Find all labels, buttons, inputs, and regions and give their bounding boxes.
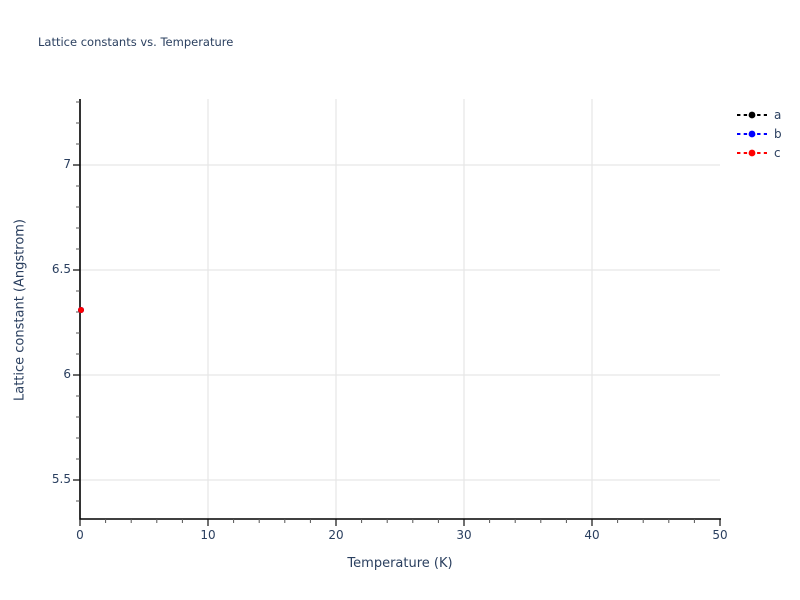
legend-item-b[interactable]: b bbox=[736, 125, 782, 143]
x-tick-label: 10 bbox=[200, 528, 216, 542]
x-major-ticks bbox=[79, 519, 721, 526]
y-major-ticks bbox=[73, 164, 80, 481]
data-point-c bbox=[78, 307, 84, 313]
x-minor-ticks bbox=[105, 519, 695, 523]
legend-label: b bbox=[774, 127, 782, 141]
x-tick-label: 40 bbox=[584, 528, 600, 542]
y-tick-label: 6.5 bbox=[51, 262, 71, 276]
legend-marker-a bbox=[748, 111, 756, 119]
legend-marker-c bbox=[748, 149, 756, 157]
x-axis-title: Temperature (K) bbox=[347, 556, 453, 571]
x-tick-label: 50 bbox=[712, 528, 728, 542]
y-axis-title: Lattice constant (Angstrom) bbox=[12, 218, 28, 402]
legend-glyph-c bbox=[737, 149, 767, 157]
x-tick-label: 20 bbox=[328, 528, 344, 542]
legend-glyph-b bbox=[737, 130, 767, 138]
x-tick-label: 30 bbox=[456, 528, 472, 542]
legend-marker-b bbox=[748, 130, 756, 138]
y-tick-label: 5.5 bbox=[51, 472, 71, 486]
y-minor-ticks bbox=[76, 101, 80, 502]
chart-title: Lattice constants vs. Temperature bbox=[38, 35, 234, 49]
x-tick-label: 0 bbox=[76, 528, 84, 542]
axis-lines bbox=[79, 99, 721, 520]
y-tick-label: 7 bbox=[63, 157, 71, 171]
horizontal-gridlines bbox=[80, 164, 720, 481]
legend-label: c bbox=[774, 146, 781, 160]
y-tick-label: 6 bbox=[63, 367, 71, 381]
legend-glyph-a bbox=[737, 111, 767, 119]
legend-label: a bbox=[774, 108, 782, 122]
vertical-gridlines bbox=[207, 99, 593, 519]
legend-item-a[interactable]: a bbox=[736, 106, 781, 124]
legend-item-c[interactable]: c bbox=[736, 144, 781, 162]
